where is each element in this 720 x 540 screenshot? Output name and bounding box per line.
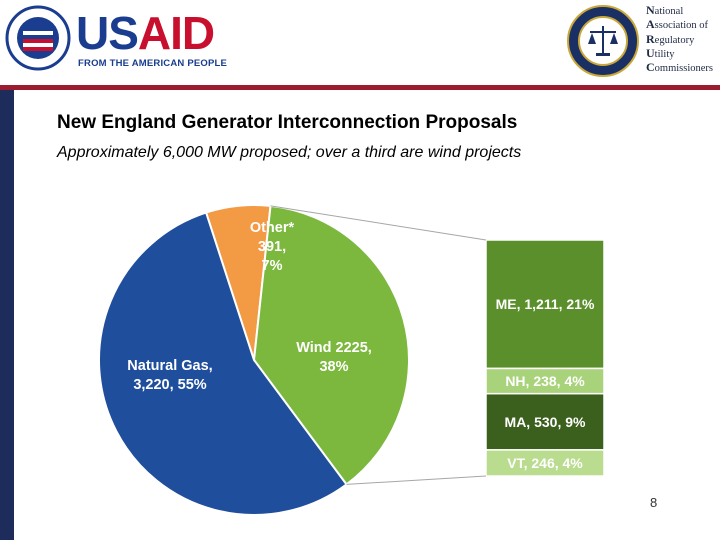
naruc-line: Association of bbox=[646, 17, 709, 32]
naruc-line: Regulatory bbox=[646, 31, 695, 46]
naruc-line: Commissioners bbox=[646, 60, 714, 75]
bar-label-nh: NH, 238, 4% bbox=[505, 373, 585, 389]
connector-line-top bbox=[270, 205, 487, 241]
pie-slice-natural-gas bbox=[98, 211, 348, 516]
naruc-line: Utility bbox=[646, 45, 675, 60]
usaid-wordmark-us: US bbox=[76, 7, 139, 59]
connector-line-bottom bbox=[346, 475, 487, 485]
pie-slice-wind bbox=[252, 204, 410, 486]
usaid-wordmark-aid: AID bbox=[137, 7, 215, 59]
usaid-seal-icon bbox=[5, 5, 71, 71]
pie-label-other: Other* 391, 7% bbox=[250, 220, 295, 274]
slide-subtitle: Approximately 6,000 MW proposed; over a … bbox=[57, 144, 522, 161]
bar-label-me: ME, 1,211, 21% bbox=[496, 296, 595, 312]
bar-segment-nh bbox=[485, 367, 605, 395]
left-accent-bar bbox=[0, 90, 14, 540]
bar-segment-me bbox=[485, 239, 605, 370]
page-number: 8 bbox=[650, 495, 658, 510]
naruc-name: National Association of Regulatory Utili… bbox=[646, 3, 714, 75]
usaid-wordmark: USAID bbox=[76, 7, 215, 59]
pie-label-natural-gas: Natural Gas, 3,220, 55% bbox=[127, 358, 212, 393]
naruc-seal-icon bbox=[567, 5, 639, 77]
naruc-line: National bbox=[646, 3, 684, 17]
bar-segment-vt bbox=[485, 449, 605, 477]
header-divider bbox=[0, 85, 720, 90]
bar-segment-ma bbox=[485, 392, 605, 451]
bar-label-vt: VT, 246, 4% bbox=[507, 455, 583, 471]
usaid-tagline: FROM THE AMERICAN PEOPLE bbox=[78, 58, 228, 69]
slide-title: New England Generator Interconnection Pr… bbox=[57, 112, 518, 133]
pie-label-wind: Wind 2225, 38% bbox=[296, 340, 372, 375]
bar-label-ma: MA, 530, 9% bbox=[505, 414, 586, 430]
usaid-logo: USAID FROM THE AMERICAN PEOPLE bbox=[0, 0, 240, 82]
